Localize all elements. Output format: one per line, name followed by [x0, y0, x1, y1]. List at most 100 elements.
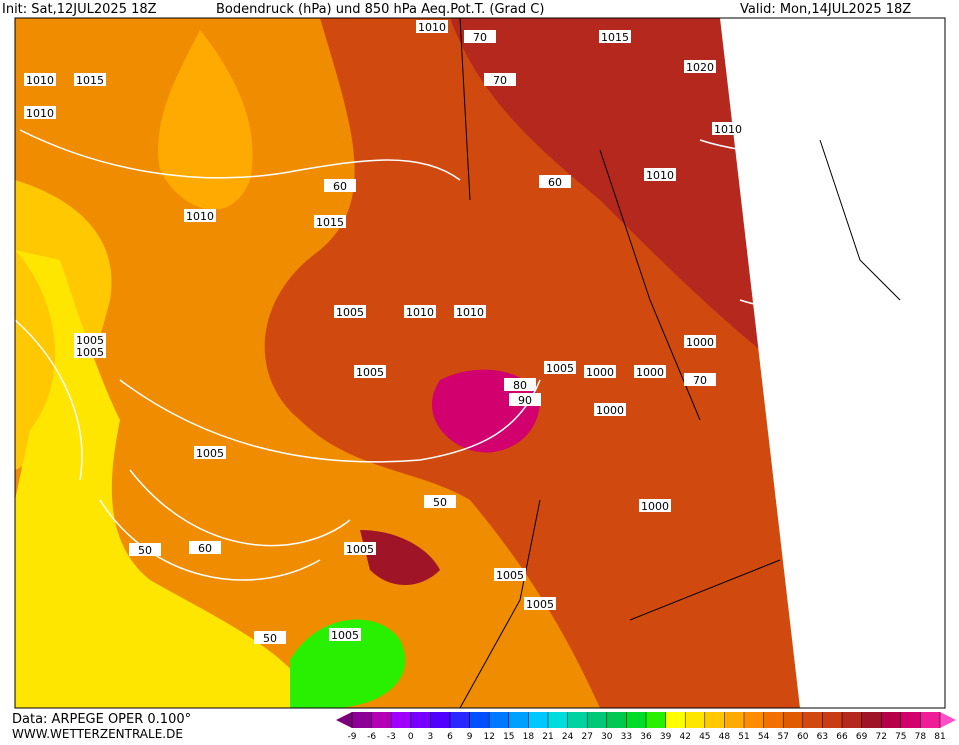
title: Bodendruck (hPa) und 850 hPa Aeq.Pot.T. …: [216, 2, 544, 17]
isobar-label: 1015: [601, 31, 629, 44]
colorbar-tick-label: 39: [660, 732, 672, 741]
colorbar-tick-label: 36: [640, 732, 652, 741]
isobar-label: 1005: [196, 447, 224, 460]
colorbar-tick-label: 0: [408, 732, 414, 741]
isobar-label: 1010: [26, 74, 54, 87]
colorbar-segment: [371, 712, 392, 728]
isobar-label: 1020: [686, 61, 714, 74]
isobar-label: 1005: [76, 334, 104, 347]
label-box: [334, 305, 366, 318]
isobar-label: 1005: [331, 629, 359, 642]
label-box: [464, 30, 496, 43]
isobar-label: 1010: [26, 107, 54, 120]
colorbar-segment: [861, 712, 882, 728]
colorbar-tick-label: 51: [738, 732, 749, 741]
isobar-label: 1015: [76, 74, 104, 87]
isobar-label: 90: [518, 394, 532, 407]
label-box: [416, 20, 448, 33]
colorbar-tick-label: 33: [621, 732, 632, 741]
colorbar-segment: [900, 712, 921, 728]
isobar-label: 1005: [356, 366, 384, 379]
init-label: Init: Sat,12JUL2025 18Z: [2, 2, 157, 17]
colorbar-segment: [802, 712, 823, 728]
label-box: [129, 543, 161, 556]
isobar-label: 60: [333, 180, 347, 193]
isobar-label: 1010: [646, 169, 674, 182]
colorbar-segment: [704, 712, 725, 728]
label-box: [484, 73, 516, 86]
colorbar: -9 -6 -3 0 3 6 9 12 15 18 21 24 27 30 33 36 39 42 45 48 51 54…: [336, 712, 956, 742]
label-box: [504, 378, 536, 391]
colorbar-tick-label: 69: [856, 732, 868, 741]
label-box: [544, 361, 576, 374]
colorbar-tick-label: 72: [875, 732, 886, 741]
isobar-label: 50: [138, 544, 152, 557]
colorbar-segment: [724, 712, 745, 728]
region-green: [290, 619, 406, 708]
label-box: [524, 597, 556, 610]
isobar-label: 1010: [186, 210, 214, 223]
colorbar-segment: [567, 712, 588, 728]
colorbar-segment: [685, 712, 706, 728]
isobar-label: 70: [473, 31, 487, 44]
label-box: [74, 73, 106, 86]
label-box: [74, 333, 106, 346]
label-box: [712, 122, 744, 135]
colorbar-tick-label: 9: [467, 732, 473, 741]
colorbar-arrow-right: [940, 712, 956, 728]
label-box: [539, 175, 571, 188]
colorbar-tick-label: 60: [797, 732, 809, 741]
isobar-label: 1010: [456, 306, 484, 319]
colorbar-tick-label: 3: [428, 732, 434, 741]
map-frame: [14, 17, 946, 709]
colorbar-tick-label: -6: [367, 732, 376, 741]
valid-label: Valid: Mon,14JUL2025 18Z: [740, 2, 911, 17]
label-box: [184, 209, 216, 222]
colorbar-segment: [469, 712, 490, 728]
colorbar-tick-label: 21: [542, 732, 553, 741]
label-box: [329, 628, 361, 641]
colorbar-segment: [626, 712, 647, 728]
label-box: [74, 345, 106, 358]
label-box: [509, 393, 541, 406]
colorbar-tick-label: 66: [836, 732, 848, 741]
label-box: [584, 365, 616, 378]
region-orange: [158, 30, 253, 210]
isobar-label: 1000: [636, 366, 664, 379]
colorbar-segment: [450, 712, 471, 728]
colorbar-tick-label: -3: [387, 732, 396, 741]
label-box: [254, 631, 286, 644]
colorbar-tick-label: 18: [523, 732, 535, 741]
colorbar-tick-label: -9: [348, 732, 357, 741]
colorbar-segment: [881, 712, 902, 728]
colorbar-segment: [665, 712, 686, 728]
isobar-label: 1005: [496, 569, 524, 582]
colorbar-tick-label: 15: [503, 732, 514, 741]
colorbar-segment: [744, 712, 765, 728]
colorbar-segment: [822, 712, 843, 728]
label-box: [344, 542, 376, 555]
isobar-label: 50: [433, 496, 447, 509]
colorbar-segment: [528, 712, 549, 728]
colorbar-segment: [548, 712, 569, 728]
isobar-label: 50: [263, 632, 277, 645]
colorbar-segment: [587, 712, 608, 728]
colorbar-tick-label: 63: [817, 732, 828, 741]
colorbar-segment: [842, 712, 863, 728]
isobar-label: 70: [493, 74, 507, 87]
label-box: [684, 373, 716, 386]
colorbar-tick-label: 27: [581, 732, 592, 741]
colorbar-segment: [508, 712, 529, 728]
label-box: [424, 495, 456, 508]
isobar-label: 1005: [336, 306, 364, 319]
isobar-label: 1005: [346, 543, 374, 556]
label-box: [494, 568, 526, 581]
colorbar-segment: [920, 712, 941, 728]
colorbar-segment: [489, 712, 510, 728]
colorbar-segment: [783, 712, 804, 728]
colorbar-segment: [352, 712, 373, 728]
isobar-label: 1015: [316, 216, 344, 229]
colorbar-tick-label: 54: [758, 732, 770, 741]
colorbar-tick-label: 45: [699, 732, 710, 741]
colorbar-segment: [646, 712, 667, 728]
